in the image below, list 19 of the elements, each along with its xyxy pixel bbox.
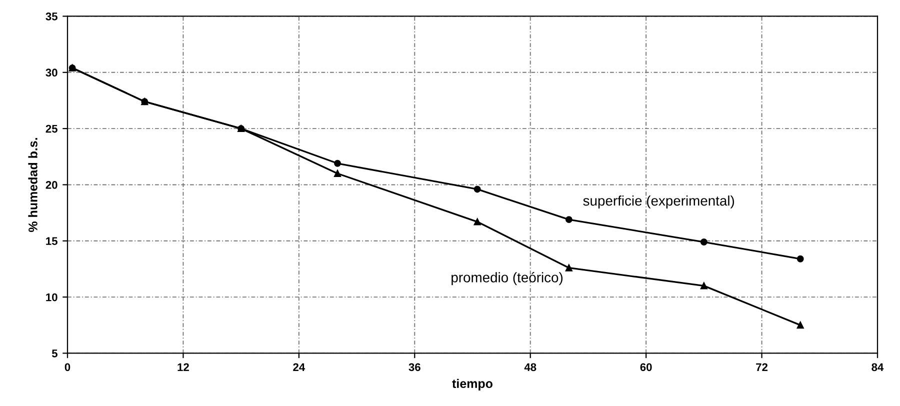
- series-label: promedio (teórico): [452, 272, 563, 286]
- y-tick-label: 25: [46, 124, 58, 133]
- x-tick-label: 12: [178, 363, 189, 371]
- y-tick-label: 15: [46, 237, 58, 246]
- x-tick-label: 0: [64, 363, 70, 372]
- y-tick-label: 10: [46, 293, 58, 302]
- x-tick-label: 48: [524, 363, 536, 372]
- x-tick-label: 24: [293, 363, 306, 371]
- x-tick-label: 36: [408, 363, 420, 372]
- x-tick-label: 84: [872, 363, 884, 372]
- x-axis-title: tiempo: [452, 378, 492, 391]
- y-tick-label: 20: [46, 180, 58, 189]
- series-label: superficie (experimental): [583, 195, 734, 208]
- y-tick-label: 30: [46, 68, 58, 77]
- y-axis-title: % humedad b.s.: [28, 138, 38, 232]
- x-tick-label: 72: [756, 363, 768, 371]
- x-tick-label: 60: [640, 363, 652, 372]
- y-tick-label: 5: [52, 350, 58, 358]
- y-tick-label: 35: [46, 12, 58, 20]
